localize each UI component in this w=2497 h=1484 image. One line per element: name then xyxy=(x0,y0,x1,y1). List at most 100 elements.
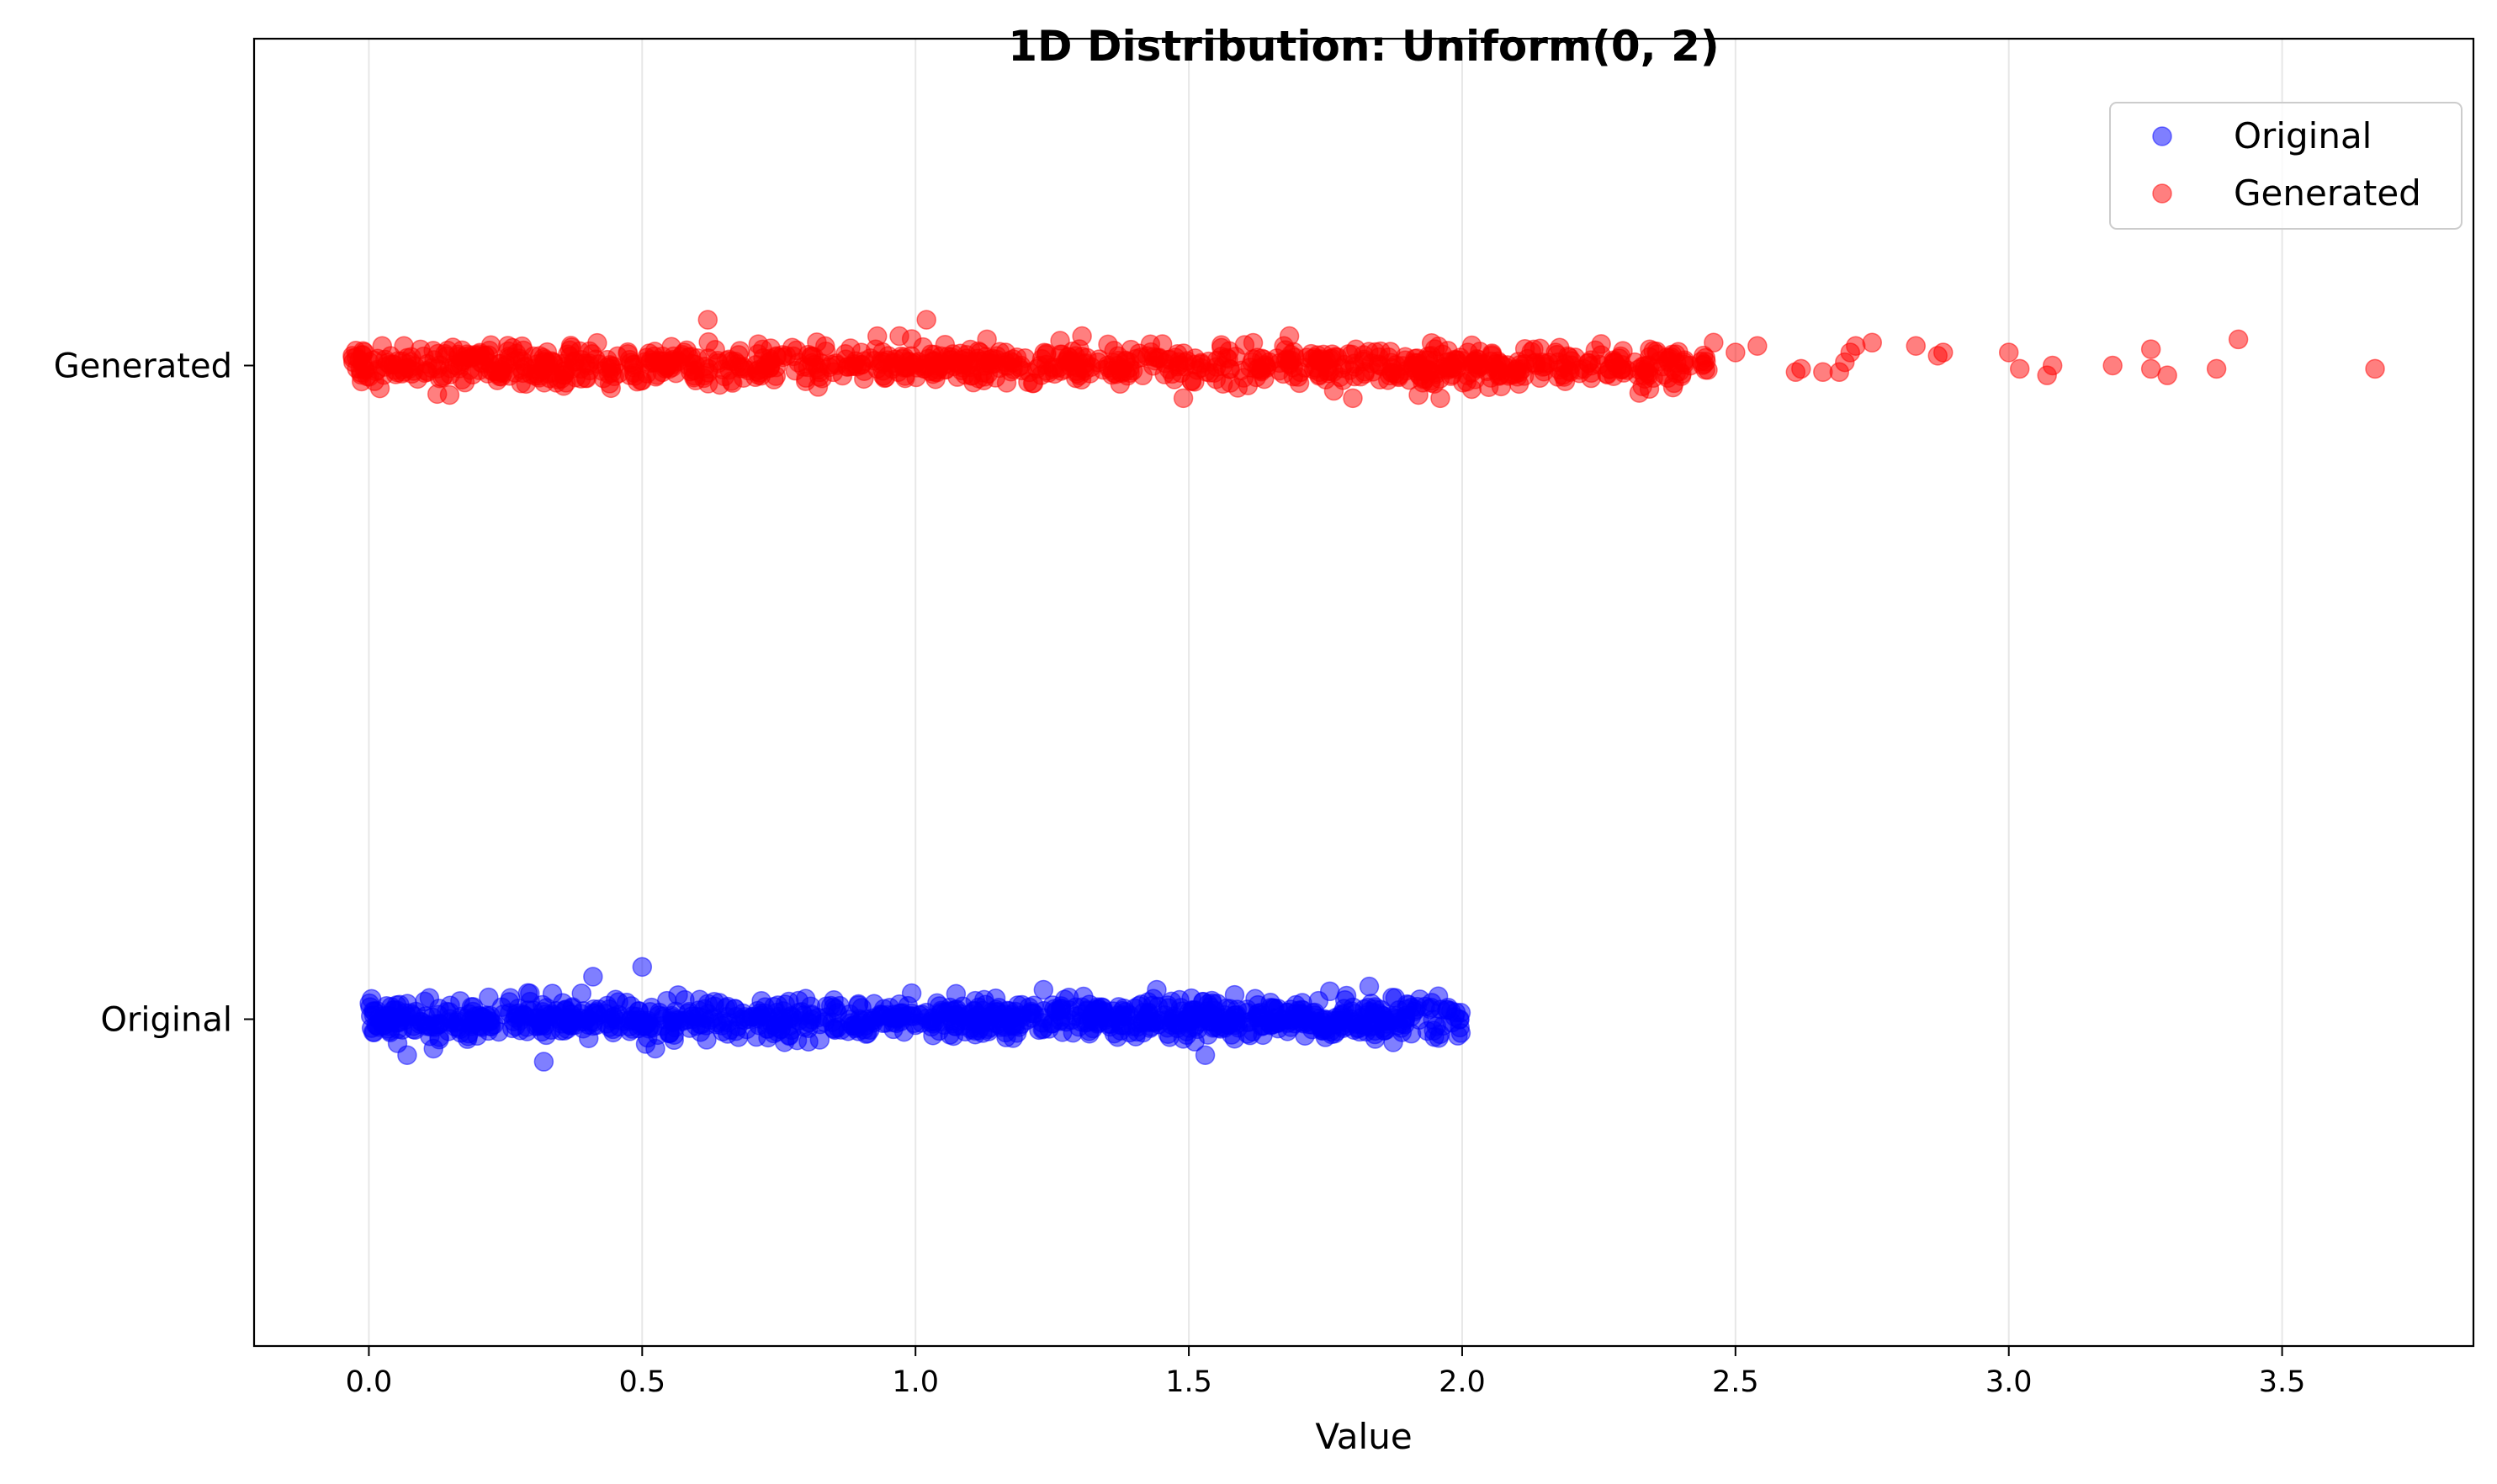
scatter-point xyxy=(1388,999,1409,1020)
scatter-point xyxy=(1083,1018,1103,1039)
scatter-point xyxy=(394,336,414,356)
scatter-point xyxy=(1022,373,1043,394)
scatter-point xyxy=(1243,1021,1263,1041)
axis-ticks: 0.0 0.5 1.0 1.5 2.0 2.5 3.0 3.5 Original Generate… xyxy=(54,347,2306,1400)
scatter-point xyxy=(575,1010,596,1030)
x-tick-label: 1.5 xyxy=(1165,1365,1212,1399)
scatter-point xyxy=(1333,999,1355,1019)
scatter-point xyxy=(901,329,922,349)
x-tick-label: 0.0 xyxy=(346,1365,393,1399)
scatter-point xyxy=(499,992,520,1012)
legend-label-generated: Generated xyxy=(2234,172,2421,214)
scatter-point xyxy=(1846,336,1866,356)
scatter-point xyxy=(1549,359,1569,380)
scatter-point xyxy=(571,983,591,1004)
scatter-point xyxy=(1998,342,2019,363)
grid xyxy=(368,39,2283,1346)
scatter-point xyxy=(1325,1014,1346,1035)
scatter-point xyxy=(802,352,822,374)
scatter-point xyxy=(632,957,653,978)
scatter-point xyxy=(578,355,599,376)
scatter-point xyxy=(450,1019,470,1040)
scatter-point xyxy=(533,1052,554,1072)
scatter-point xyxy=(729,356,750,377)
scatter-point xyxy=(1476,361,1498,382)
scatter-point xyxy=(1791,358,1811,379)
scatter-point xyxy=(978,1021,999,1041)
y-tick-label: Generated xyxy=(54,347,232,386)
scatter-point xyxy=(704,991,724,1012)
scatter-point xyxy=(1245,988,1265,1010)
scatter-point xyxy=(2365,358,2385,379)
scatter-point xyxy=(1030,356,1050,376)
scatter-point xyxy=(515,357,535,377)
scatter-point xyxy=(898,995,919,1016)
scatter-point xyxy=(952,1015,972,1036)
scatter-point xyxy=(419,988,440,1008)
scatter-point xyxy=(995,342,1016,363)
scatter-point xyxy=(694,1008,714,1029)
scatter-point xyxy=(1072,326,1092,347)
scatter-point xyxy=(411,1011,431,1032)
scatter-point xyxy=(1142,1012,1163,1032)
scatter-point xyxy=(857,1023,877,1044)
scatter-point xyxy=(1747,336,1768,356)
scatter-point xyxy=(1430,388,1450,409)
scatter-point xyxy=(1406,352,1426,374)
scatter-point xyxy=(799,1012,820,1033)
scatter-point xyxy=(1299,1014,1319,1035)
scatter-point xyxy=(1033,979,1054,1000)
scatter-point xyxy=(440,995,460,1015)
scatter-point xyxy=(1646,341,1667,362)
scatter-point xyxy=(820,995,841,1016)
scatter-point xyxy=(1726,342,1746,363)
scatter-point xyxy=(1280,344,1302,365)
scatter-point xyxy=(1323,380,1344,401)
scatter-point xyxy=(1121,339,1142,360)
scatter-point xyxy=(2206,358,2227,379)
scatter-point xyxy=(1104,341,1124,361)
scatter-point xyxy=(1238,375,1259,395)
scatter-point xyxy=(1343,388,1363,409)
y-tick-label: Original xyxy=(100,1001,232,1040)
scatter-point xyxy=(1437,999,1457,1020)
scatter-point xyxy=(1039,1019,1059,1039)
scatter-point xyxy=(2140,358,2161,379)
scatter-point xyxy=(361,1018,382,1038)
scatter-point xyxy=(1084,1001,1104,1022)
scatter-point xyxy=(513,340,533,361)
scatter-point xyxy=(609,363,629,384)
scatter-point xyxy=(964,1001,985,1021)
scatter-point xyxy=(1180,1004,1201,1026)
scatter-point xyxy=(1119,1022,1140,1043)
scatter-point xyxy=(532,1021,552,1042)
scatter-point xyxy=(840,1013,861,1033)
scatter-point xyxy=(2157,365,2177,385)
scatter-point xyxy=(1342,344,1362,365)
scatter-point xyxy=(808,377,829,397)
scatter-point xyxy=(924,350,945,371)
scatter-point xyxy=(968,368,989,389)
x-tick-label: 0.5 xyxy=(618,1365,665,1399)
scatter-point xyxy=(1200,997,1221,1017)
scatter-point xyxy=(724,999,745,1019)
scatter-point xyxy=(2228,329,2249,350)
chart-title: 1D Distribution: Uniform(0, 2) xyxy=(1008,22,1719,71)
scatter-point xyxy=(1359,1001,1380,1022)
scatter-point xyxy=(638,1010,658,1031)
scatter-point xyxy=(389,1012,409,1032)
scatter-point xyxy=(697,310,718,330)
scatter-point xyxy=(1704,332,1724,353)
scatter-point xyxy=(1632,376,1652,397)
scatter-point xyxy=(767,1021,787,1042)
legend-marker-generated xyxy=(2152,183,2172,204)
scatter-point xyxy=(1813,362,1833,383)
scatter-point xyxy=(1240,358,1260,378)
scatter-point xyxy=(1662,377,1683,398)
scatter-point xyxy=(760,358,780,378)
scatter-point xyxy=(478,345,499,365)
scatter-point xyxy=(996,1027,1016,1047)
legend-box xyxy=(2109,102,2463,230)
